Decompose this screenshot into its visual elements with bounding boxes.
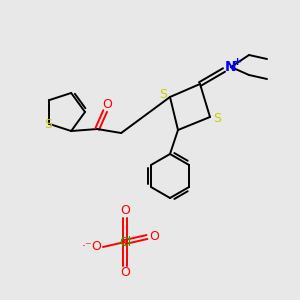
Text: O: O [120,205,130,218]
Text: O: O [149,230,159,244]
Text: +: + [233,57,243,67]
Text: S: S [44,118,52,131]
Text: O: O [102,98,112,110]
Text: Cl: Cl [119,236,131,248]
Text: O: O [91,241,101,254]
Text: S: S [213,112,221,124]
Text: S: S [159,88,167,101]
Text: N: N [225,60,237,74]
Text: ·⁻: ·⁻ [82,241,92,254]
Text: O: O [120,266,130,280]
